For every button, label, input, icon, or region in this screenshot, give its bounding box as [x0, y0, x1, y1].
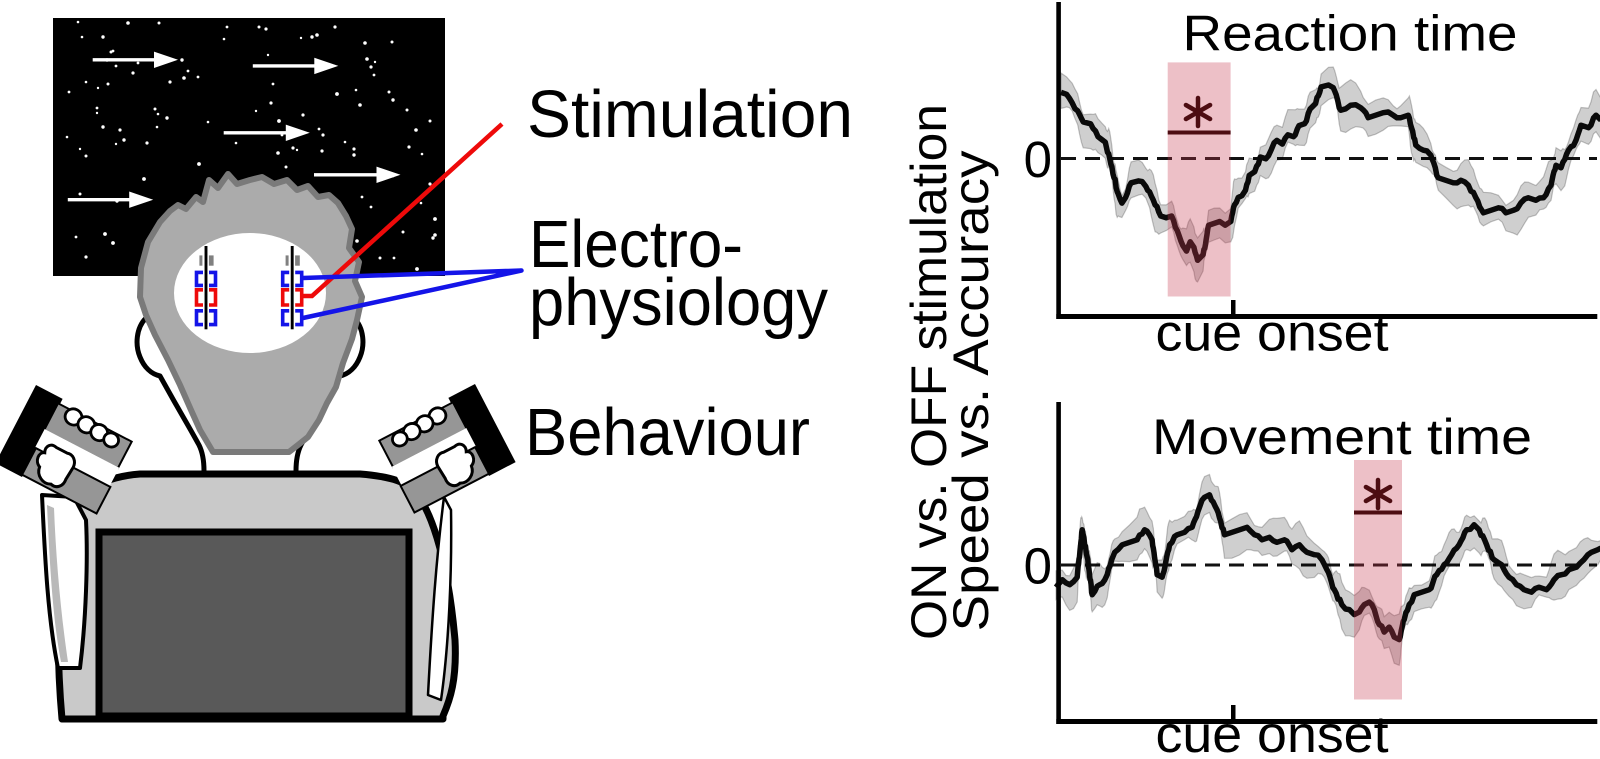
svg-text:Electro-: Electro-: [529, 207, 743, 282]
svg-text:ON vs. OFF stimulation: ON vs. OFF stimulation: [901, 104, 957, 640]
svg-text:0: 0: [1024, 538, 1052, 595]
svg-text:0: 0: [1024, 131, 1052, 188]
svg-text:Reaction time: Reaction time: [1183, 6, 1518, 62]
svg-text:physiology: physiology: [529, 265, 828, 340]
svg-text:cue onset: cue onset: [1156, 305, 1390, 363]
svg-text:cue onset: cue onset: [1156, 706, 1390, 759]
svg-text:Stimulation: Stimulation: [527, 77, 853, 152]
svg-text:Behaviour: Behaviour: [525, 395, 810, 470]
svg-text:Speed vs. Accuracy: Speed vs. Accuracy: [943, 151, 999, 632]
svg-text:Movement time: Movement time: [1152, 409, 1532, 465]
